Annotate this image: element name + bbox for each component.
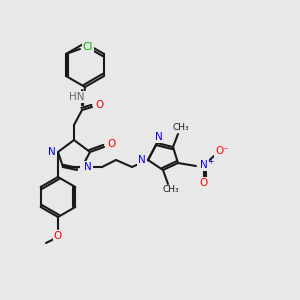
Text: O: O: [200, 178, 208, 188]
Text: CH₃: CH₃: [173, 122, 189, 131]
Text: O: O: [108, 139, 116, 149]
Text: O: O: [96, 100, 104, 110]
Text: N: N: [48, 147, 56, 157]
Text: S: S: [81, 164, 88, 174]
Text: O: O: [54, 231, 62, 241]
Text: N: N: [155, 132, 163, 142]
Text: Cl: Cl: [83, 42, 93, 52]
Text: N: N: [200, 160, 208, 170]
Text: O⁻: O⁻: [215, 146, 229, 156]
Text: N: N: [84, 162, 92, 172]
Text: HN: HN: [69, 92, 85, 102]
Text: +: +: [207, 157, 213, 166]
Text: N: N: [138, 155, 146, 165]
Text: CH₃: CH₃: [163, 185, 179, 194]
